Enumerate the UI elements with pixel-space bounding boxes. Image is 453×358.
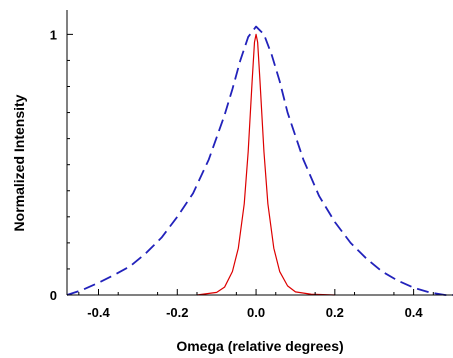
x-tick-label: 0.0 bbox=[247, 305, 265, 320]
series-line-2 bbox=[196, 33, 335, 296]
y-tick-label: 1 bbox=[50, 27, 57, 42]
x-tick-label: 0.4 bbox=[405, 305, 424, 320]
y-tick-label: 0 bbox=[50, 288, 57, 303]
series-line-1 bbox=[66, 25, 453, 296]
x-tick-label: -0.4 bbox=[87, 305, 110, 320]
y-axis-title: Normalized Intensity bbox=[11, 94, 27, 231]
chart-axes: 0 1 -0.4 -0.2 0.0 0.2 0.4 bbox=[50, 10, 453, 320]
x-tick-label: -0.2 bbox=[166, 305, 188, 320]
x-tick-label: 0.2 bbox=[326, 305, 344, 320]
chart-marks bbox=[66, 25, 453, 296]
x-axis-title: Omega (relative degrees) bbox=[176, 338, 343, 354]
